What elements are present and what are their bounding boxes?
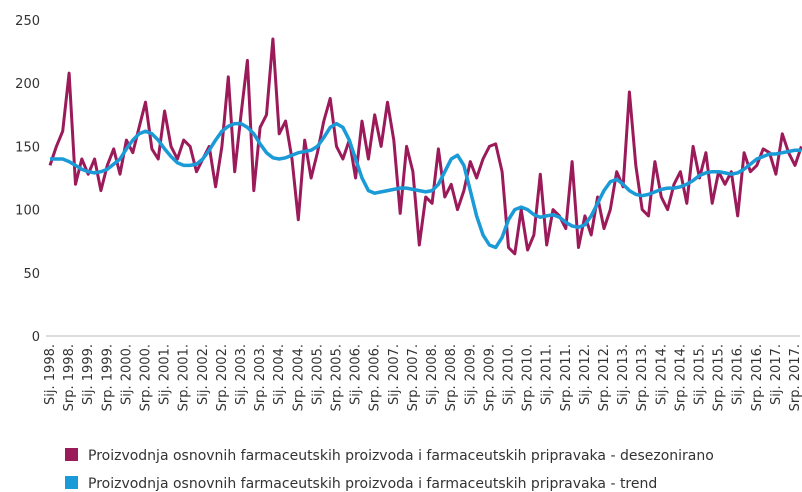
legend-label: Proizvodnja osnovnih farmaceutskih proiz… (88, 448, 714, 464)
x-tick-label: Sij. 1999. (81, 344, 96, 405)
x-tick-label: Sij. 2005. (310, 344, 325, 405)
x-tick-label: Sij. 2013. (616, 344, 631, 405)
x-tick-label: Sij. 2009. (463, 344, 478, 405)
x-tick-label: Srp. 2010. (521, 344, 536, 411)
x-tick-label: Sij. 2012. (578, 344, 593, 405)
y-tick-label: 0 (32, 330, 40, 345)
x-tick-label: Srp. 2000. (139, 344, 154, 411)
x-tick-label: Srp. 2011. (559, 344, 574, 411)
x-tick-label: Sij. 2015. (692, 344, 707, 405)
legend-swatch (65, 448, 78, 461)
x-tick-label: Srp. 2012. (597, 344, 612, 411)
x-tick-label: Srp. 2014. (673, 344, 688, 411)
x-tick-label: Srp. 2017. (788, 344, 802, 411)
x-tick-label: Srp. 2006. (368, 344, 383, 411)
x-tick-label: Sij. 2010. (501, 344, 516, 405)
legend-label: Proizvodnja osnovnih farmaceutskih proiz… (88, 476, 657, 492)
x-tick-label: Sij. 2004. (272, 344, 287, 405)
x-tick-label: Srp. 1999. (100, 344, 115, 411)
y-tick-label: 100 (15, 204, 40, 219)
legend-swatch (65, 476, 78, 489)
y-tick-label: 150 (15, 140, 40, 155)
x-tick-label: Srp. 2008. (444, 344, 459, 411)
series-line (48, 37, 802, 256)
x-tick-label: Sij. 2014. (654, 344, 669, 405)
x-tick-label: Srp. 2003. (253, 344, 268, 411)
x-tick-label: Sij. 2017. (769, 344, 784, 405)
x-tick-label: Srp. 1998. (62, 344, 77, 411)
x-tick-label: Srp. 2007. (406, 344, 421, 411)
x-tick-label: Sij. 1998. (43, 344, 58, 405)
x-tick-label: Sij. 2007. (387, 344, 402, 405)
x-tick-label: Srp. 2016. (750, 344, 765, 411)
y-tick-label: 200 (15, 77, 40, 92)
x-tick-label: Sij. 2001. (158, 344, 173, 405)
x-tick-label: Srp. 2015. (712, 344, 727, 411)
y-tick-label: 250 (15, 14, 40, 29)
x-tick-label: Srp. 2009. (482, 344, 497, 411)
x-tick-label: Sij. 2011. (540, 344, 555, 405)
x-tick-label: Sij. 2006. (349, 344, 364, 405)
x-tick-label: Sij. 2002. (196, 344, 211, 405)
x-tick-label: Sij. 2016. (731, 344, 746, 405)
x-tick-label: Srp. 2001. (177, 344, 192, 411)
x-tick-label: Srp. 2004. (291, 344, 306, 411)
x-tick-label: Sij. 2008. (425, 344, 440, 405)
x-tick-label: Sij. 2003. (234, 344, 249, 405)
y-tick-label: 50 (23, 267, 40, 282)
x-tick-label: Srp. 2002. (215, 344, 230, 411)
x-tick-label: Sij. 2000. (119, 344, 134, 405)
series-line (50, 121, 802, 250)
x-tick-label: Srp. 2013. (635, 344, 650, 411)
x-tick-label: Srp. 2005. (330, 344, 345, 411)
